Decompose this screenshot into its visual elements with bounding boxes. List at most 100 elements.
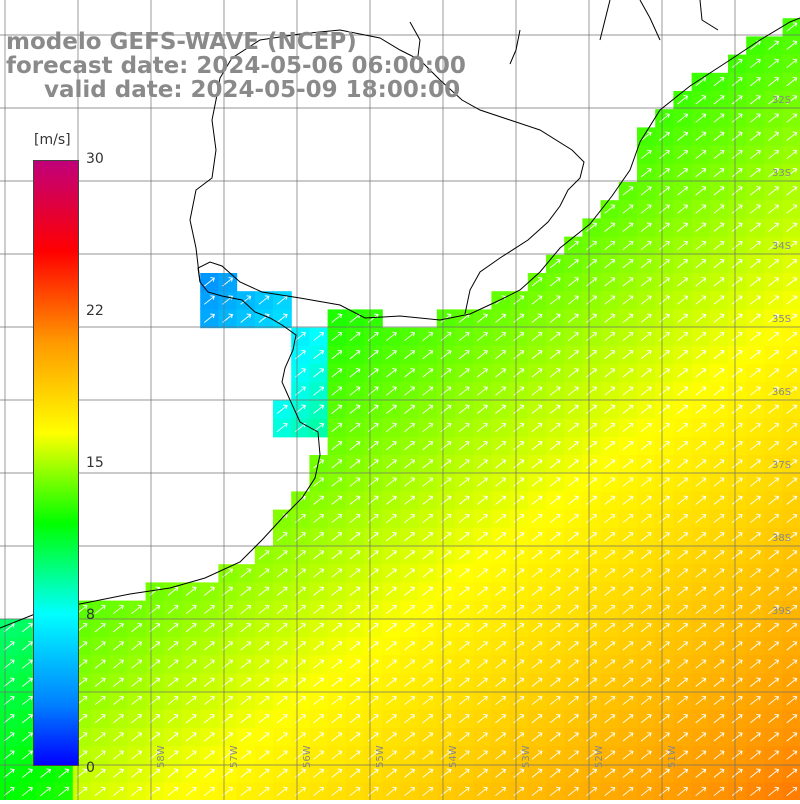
wind-arrow	[531, 750, 543, 760]
wind-arrow	[750, 240, 761, 251]
wind-arrow	[94, 713, 106, 724]
wind-arrow	[677, 131, 689, 141]
wind-arrow	[677, 768, 689, 778]
wind-arrow	[750, 113, 761, 123]
wind-arrow	[185, 750, 197, 760]
wind-arrow	[768, 732, 780, 742]
wind-arrow	[149, 713, 161, 724]
wind-arrow	[713, 641, 725, 651]
wind-arrow	[586, 750, 598, 760]
wind-arrow	[204, 732, 215, 742]
wind-arrow	[386, 622, 397, 633]
wind-arrow	[549, 641, 561, 651]
wind-arrow	[185, 732, 197, 742]
wind-arrow	[568, 786, 579, 797]
wind-arrow	[404, 622, 416, 633]
wind-arrow	[568, 641, 579, 651]
wind-arrow	[440, 659, 452, 669]
wind-arrow	[677, 713, 689, 724]
wind-arrow	[713, 477, 725, 487]
wind-arrow	[549, 732, 561, 742]
wind-arrow	[677, 440, 689, 451]
wind-arrow	[149, 604, 161, 615]
wind-arrow	[568, 677, 579, 687]
wind-arrow	[659, 240, 670, 251]
wind-arrow	[768, 277, 780, 287]
wind-arrow	[713, 622, 725, 633]
wind-arrow	[477, 568, 488, 578]
wind-arrow	[549, 531, 561, 542]
wind-arrow	[313, 768, 325, 778]
wind-arrow	[695, 786, 707, 797]
wind-arrow	[568, 349, 579, 360]
wind-arrow	[677, 586, 689, 596]
wind-arrow	[185, 786, 197, 797]
wind-arrow	[531, 604, 543, 615]
wind-arrow	[713, 786, 725, 797]
wind-arrow	[768, 622, 780, 633]
wind-arrow	[713, 149, 725, 160]
wind-arrow	[695, 277, 707, 287]
wind-arrow	[422, 440, 434, 451]
wind-arrow	[458, 786, 470, 797]
wind-arrow	[549, 313, 561, 323]
wind-arrow	[458, 404, 470, 414]
wind-arrow	[586, 695, 598, 706]
wind-arrow	[404, 713, 416, 724]
wind-arrow	[786, 222, 798, 232]
wind-arrow	[568, 586, 579, 596]
wind-arrow	[786, 22, 798, 32]
wind-arrow	[640, 695, 652, 706]
wind-arrow	[659, 404, 670, 414]
wind-arrow	[713, 768, 725, 778]
wind-arrow	[622, 258, 634, 269]
wind-arrow	[386, 750, 397, 760]
wind-arrow	[622, 732, 634, 742]
wind-arrow	[404, 695, 416, 706]
wind-arrow	[586, 786, 598, 797]
wind-arrow	[422, 368, 434, 378]
wind-arrow	[659, 386, 670, 396]
wind-arrow	[659, 277, 670, 287]
wind-arrow	[731, 204, 743, 214]
wind-arrow	[386, 513, 397, 524]
wind-arrow	[640, 404, 652, 414]
wind-arrow	[22, 768, 33, 778]
wind-arrow	[477, 695, 488, 706]
wind-arrow	[677, 531, 689, 542]
wind-arrow	[713, 131, 725, 141]
wind-arrow	[3, 768, 15, 778]
wind-arrow	[458, 368, 470, 378]
wind-arrow	[258, 732, 270, 742]
wind-arrow	[495, 386, 507, 396]
wind-arrow	[604, 313, 616, 323]
wind-arrow	[731, 422, 743, 433]
wind-arrow	[568, 695, 579, 706]
wind-arrow	[604, 295, 616, 305]
wind-arrow	[513, 641, 525, 651]
wind-arrow	[185, 586, 197, 596]
wind-arrow	[513, 786, 525, 797]
wind-arrow	[750, 440, 761, 451]
wind-arrow	[640, 459, 652, 469]
wind-arrow	[659, 586, 670, 596]
wind-arrow	[586, 550, 598, 560]
wind-arrow	[568, 604, 579, 615]
wind-arrow	[750, 477, 761, 487]
lon-label-54w: 54W	[448, 745, 459, 768]
wind-arrow	[768, 531, 780, 542]
wind-arrow	[495, 513, 507, 524]
wind-arrow	[113, 659, 124, 669]
wind-arrow	[495, 604, 507, 615]
wind-arrow	[458, 495, 470, 505]
wind-arrow	[731, 641, 743, 651]
wind-arrow	[440, 677, 452, 687]
wind-arrow	[477, 531, 488, 542]
wind-arrow	[622, 368, 634, 378]
wind-arrow	[750, 531, 761, 542]
wind-arrow	[640, 258, 652, 269]
wind-arrow	[695, 568, 707, 578]
wind-arrow	[149, 659, 161, 669]
wind-arrow	[677, 331, 689, 342]
wind-arrow	[531, 713, 543, 724]
